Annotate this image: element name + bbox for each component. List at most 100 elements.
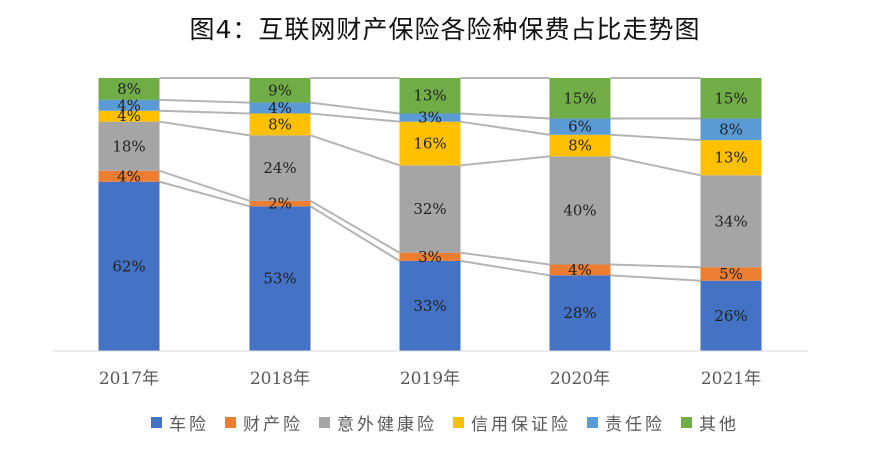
- data-label: 8%: [719, 120, 743, 138]
- legend-swatch: [151, 417, 162, 428]
- data-label: 33%: [413, 297, 446, 315]
- data-label: 62%: [112, 257, 145, 275]
- series-line: [460, 112, 550, 120]
- x-tick-label: 2021年: [701, 369, 761, 389]
- bar-segment: [98, 170, 160, 182]
- legend-swatch: [225, 417, 236, 428]
- data-label: 4%: [268, 99, 292, 117]
- series-lines: [159, 77, 701, 282]
- series-line: [159, 169, 250, 202]
- data-labels: 62%4%18%4%4%8%53%2%24%8%4%9%33%3%32%16%3…: [112, 80, 747, 325]
- data-label: 34%: [714, 212, 747, 230]
- series-line: [159, 120, 250, 137]
- chart-title: 图4：互联网财产保险各险种保费占比走势图: [189, 15, 701, 44]
- data-label: 26%: [714, 307, 747, 325]
- data-label: 13%: [714, 149, 747, 167]
- bar-segment: [549, 275, 611, 351]
- series-line: [310, 112, 400, 123]
- x-tick-label: 2019年: [400, 369, 460, 389]
- data-label: 6%: [568, 118, 592, 136]
- bar-segment: [549, 134, 611, 157]
- bar-segment: [399, 165, 461, 253]
- bars: [98, 78, 762, 351]
- legend-swatch: [587, 417, 598, 428]
- bar-segment: [399, 113, 461, 122]
- bar-segment: [249, 102, 311, 114]
- data-label: 24%: [263, 159, 296, 177]
- data-label: 28%: [563, 304, 596, 322]
- bar-segment: [700, 267, 762, 281]
- legend-swatch: [453, 417, 464, 428]
- legend-label: 其他: [699, 415, 739, 435]
- bar-segment: [549, 264, 611, 276]
- legend: 车险 财产险 意外健康险 信用保证险 责任险 其他: [0, 410, 890, 435]
- legend-item: 车险: [151, 410, 209, 435]
- bar-segment: [549, 118, 611, 135]
- bar-segment: [249, 78, 311, 103]
- data-label: 18%: [112, 137, 145, 155]
- bar-segment: [98, 110, 160, 122]
- bar-segment: [98, 121, 160, 171]
- x-tick-label: 2017年: [99, 369, 159, 389]
- bar-segment: [399, 260, 461, 351]
- data-label: 15%: [563, 89, 596, 107]
- data-label: 4%: [568, 261, 592, 279]
- data-label: 2%: [268, 195, 292, 213]
- legend-label: 意外健康险: [337, 415, 437, 435]
- data-label: 4%: [117, 167, 141, 185]
- x-tick-label: 2020年: [550, 369, 610, 389]
- data-label: 40%: [563, 201, 596, 219]
- bar-segment: [700, 118, 762, 141]
- bar-segment: [249, 206, 311, 351]
- data-label: 15%: [714, 89, 747, 107]
- data-label: 5%: [719, 265, 743, 283]
- data-label: 3%: [418, 109, 442, 127]
- data-label: 32%: [413, 200, 446, 218]
- series-line: [159, 109, 250, 115]
- data-label: 4%: [117, 96, 141, 114]
- x-tick-label: 2018年: [250, 369, 310, 389]
- series-line: [610, 274, 701, 282]
- bar-segment: [249, 200, 311, 207]
- bar-segment: [700, 175, 762, 268]
- series-line: [460, 259, 550, 277]
- legend-swatch: [681, 417, 692, 428]
- data-label: 8%: [268, 115, 292, 133]
- bar-segment: [399, 121, 461, 166]
- data-label: 8%: [568, 137, 592, 155]
- series-line: [610, 133, 701, 142]
- data-label: 4%: [117, 107, 141, 125]
- legend-label: 责任险: [605, 415, 665, 435]
- data-label: 53%: [263, 270, 296, 288]
- series-line: [460, 251, 550, 266]
- bar-segment: [700, 78, 762, 119]
- legend-item: 意外健康险: [319, 410, 437, 435]
- bar-segment: [249, 113, 311, 136]
- bar-segment: [399, 78, 461, 114]
- bar-segment: [700, 140, 762, 176]
- bar-segment: [98, 181, 160, 351]
- legend-label: 车险: [169, 415, 209, 435]
- series-line: [310, 101, 400, 115]
- bar-segment: [549, 78, 611, 119]
- series-line: [159, 98, 250, 104]
- legend-label: 财产险: [243, 415, 303, 435]
- series-line: [610, 155, 701, 177]
- series-line: [309, 205, 401, 262]
- bar-segment: [249, 135, 311, 201]
- series-line: [460, 120, 550, 136]
- legend-swatch: [319, 417, 330, 428]
- series-line: [310, 134, 400, 167]
- bar-segment: [98, 99, 160, 111]
- bar-segment: [549, 156, 611, 265]
- data-label: 16%: [413, 135, 446, 153]
- bar-segment: [700, 280, 762, 351]
- series-line: [309, 199, 401, 254]
- series-line: [460, 155, 550, 167]
- data-label: 13%: [413, 87, 446, 105]
- legend-item: 财产险: [225, 410, 303, 435]
- data-label: 8%: [117, 80, 141, 98]
- series-line: [610, 263, 701, 269]
